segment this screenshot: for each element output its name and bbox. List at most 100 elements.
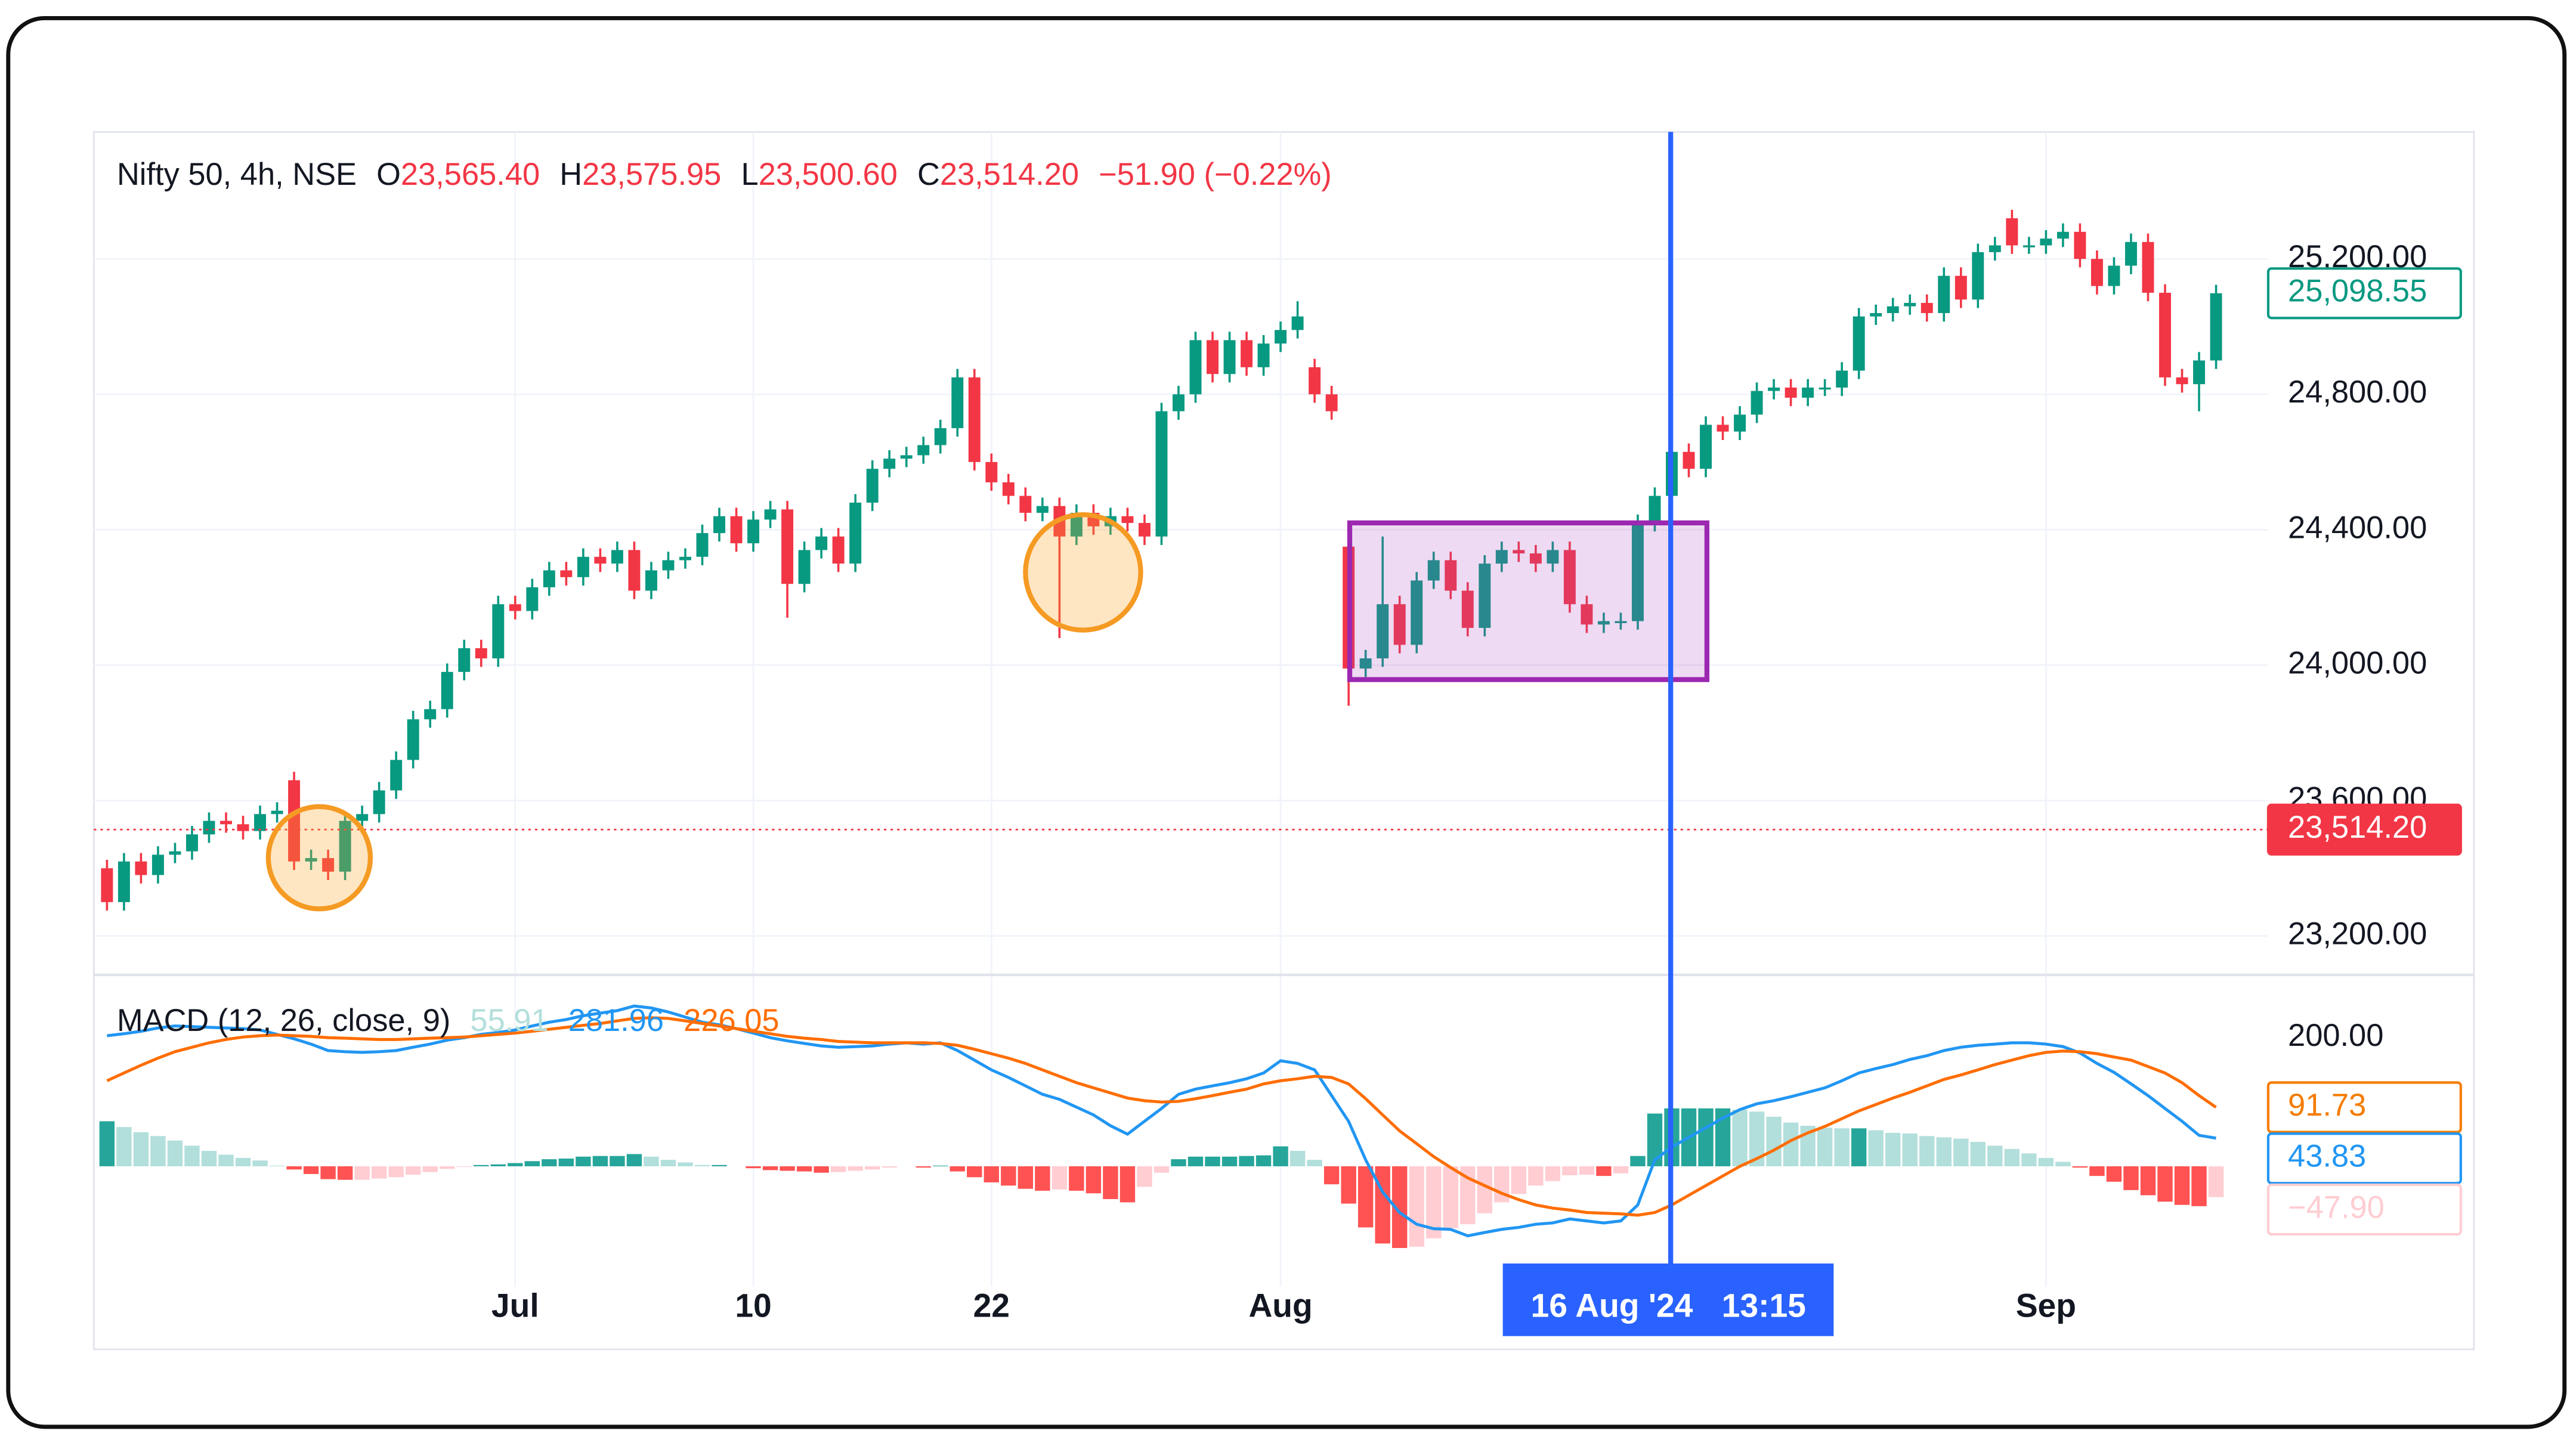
y-tick-label: 23,200.00 xyxy=(2288,916,2427,951)
histogram-bar xyxy=(1221,1156,1238,1166)
histogram-bar xyxy=(576,1156,591,1166)
candle-body xyxy=(747,519,760,544)
y-tick-label: 24,000.00 xyxy=(2288,645,2427,680)
candle-body xyxy=(271,810,283,815)
candle-body xyxy=(849,502,862,564)
candle-body xyxy=(1479,563,1491,628)
histogram-bar xyxy=(2191,1166,2207,1206)
price-label-box xyxy=(2266,803,2462,856)
candle-body xyxy=(373,790,385,815)
candle-body xyxy=(611,550,623,564)
candle-body xyxy=(475,648,487,659)
candle-body xyxy=(2074,231,2086,259)
crosshair-label-box xyxy=(1502,1264,1834,1336)
histogram-bar xyxy=(762,1166,778,1170)
histogram-bar xyxy=(1255,1155,1272,1166)
candle-body xyxy=(1291,316,1304,330)
histogram-bar xyxy=(1477,1166,1492,1213)
histogram-bar xyxy=(286,1166,302,1170)
legend: Nifty 50, 4h, NSE O23,565.40 H23,575.95 L23… xyxy=(117,157,1332,192)
candle-body xyxy=(1751,391,1763,415)
histogram-bar xyxy=(1494,1166,1510,1203)
candle-body xyxy=(1649,496,1661,524)
legend-key: L xyxy=(741,157,758,192)
histogram-bar xyxy=(542,1159,557,1166)
histogram-bar xyxy=(99,1121,115,1166)
candle-body xyxy=(305,858,317,862)
candle-body xyxy=(151,854,164,875)
histogram-bar xyxy=(201,1151,217,1166)
candle-body xyxy=(1411,580,1423,645)
candle-body xyxy=(1785,387,1797,398)
histogram-bar xyxy=(1273,1146,1288,1166)
histogram-bar xyxy=(1936,1137,1952,1166)
candle-body xyxy=(1002,482,1015,496)
histogram-bar xyxy=(1289,1151,1306,1166)
highlight-circle xyxy=(1023,512,1143,633)
labels: 23,200.0023,600.0024,000.0024,400.0024,8… xyxy=(117,157,2462,1324)
candle-body xyxy=(645,570,657,591)
histogram-bar xyxy=(1953,1138,1969,1166)
candle-body xyxy=(1989,245,2001,252)
histogram-bar xyxy=(422,1166,438,1172)
legend-value: 23,575.95 xyxy=(582,157,721,192)
candle-body xyxy=(1972,252,1984,300)
candle-body xyxy=(1172,394,1185,411)
legend-value: 226.05 xyxy=(684,1003,779,1038)
histogram-bar xyxy=(2208,1166,2224,1197)
histogram-bar xyxy=(2157,1166,2173,1202)
last-value-label-box xyxy=(2266,1132,2462,1185)
candle-body xyxy=(356,814,369,821)
candle-body xyxy=(322,858,335,872)
candle-body xyxy=(951,377,964,429)
candle-body xyxy=(2023,245,2035,247)
candle-body xyxy=(900,455,913,459)
price-label-text: 25,098.55 xyxy=(2288,274,2427,309)
candle-body xyxy=(1955,275,1967,300)
histogram-bar xyxy=(1545,1166,1561,1181)
candle-body xyxy=(985,462,998,482)
candle-body xyxy=(1461,590,1474,628)
histogram-bar xyxy=(167,1140,183,1166)
macd-line xyxy=(106,1016,2217,1217)
y-tick-label: 200.00 xyxy=(2288,1018,2383,1053)
histogram-bar xyxy=(508,1163,523,1166)
histogram-bar xyxy=(303,1166,319,1174)
histogram-bar xyxy=(440,1166,455,1169)
price-label: 25,098.55 xyxy=(2266,267,2462,320)
candle-body xyxy=(288,780,301,862)
last-value-label-text: −47.90 xyxy=(2288,1190,2385,1225)
candle-body xyxy=(1155,411,1168,537)
candle-body xyxy=(509,604,521,611)
histogram-bar xyxy=(1630,1156,1646,1166)
candle-body xyxy=(407,719,419,760)
candle-body xyxy=(1377,604,1389,659)
candle-body xyxy=(1241,340,1253,367)
candle-body xyxy=(1938,275,1950,314)
legend-symbol: Nifty 50, 4h, NSE xyxy=(117,157,357,192)
histogram-bar xyxy=(864,1166,880,1170)
last-value-label: −47.90 xyxy=(2266,1183,2462,1236)
histogram-bar xyxy=(1171,1159,1186,1166)
candle-body xyxy=(1495,550,1508,564)
price-label-text: 23,514.20 xyxy=(2288,810,2427,845)
candle-body xyxy=(1700,425,1712,469)
legend-value: 23,514.20 xyxy=(940,157,1079,192)
histogram-bar xyxy=(1732,1110,1748,1166)
candle-body xyxy=(1189,340,1202,395)
histogram-bar xyxy=(916,1166,931,1168)
candle-body xyxy=(1597,621,1610,625)
candle-body xyxy=(764,509,777,520)
candle-body xyxy=(2057,231,2069,239)
candle-body xyxy=(1257,343,1270,367)
histogram-bar xyxy=(1596,1166,1612,1176)
candle-body xyxy=(185,834,198,851)
candle-body xyxy=(713,516,725,534)
histogram-bar xyxy=(660,1160,676,1166)
histogram-bar xyxy=(1018,1166,1034,1189)
histogram-bar xyxy=(1357,1166,1374,1228)
candle-body xyxy=(492,604,505,659)
candle-body xyxy=(1309,367,1321,395)
histogram-bar xyxy=(474,1165,489,1166)
range-box xyxy=(1347,520,1709,682)
